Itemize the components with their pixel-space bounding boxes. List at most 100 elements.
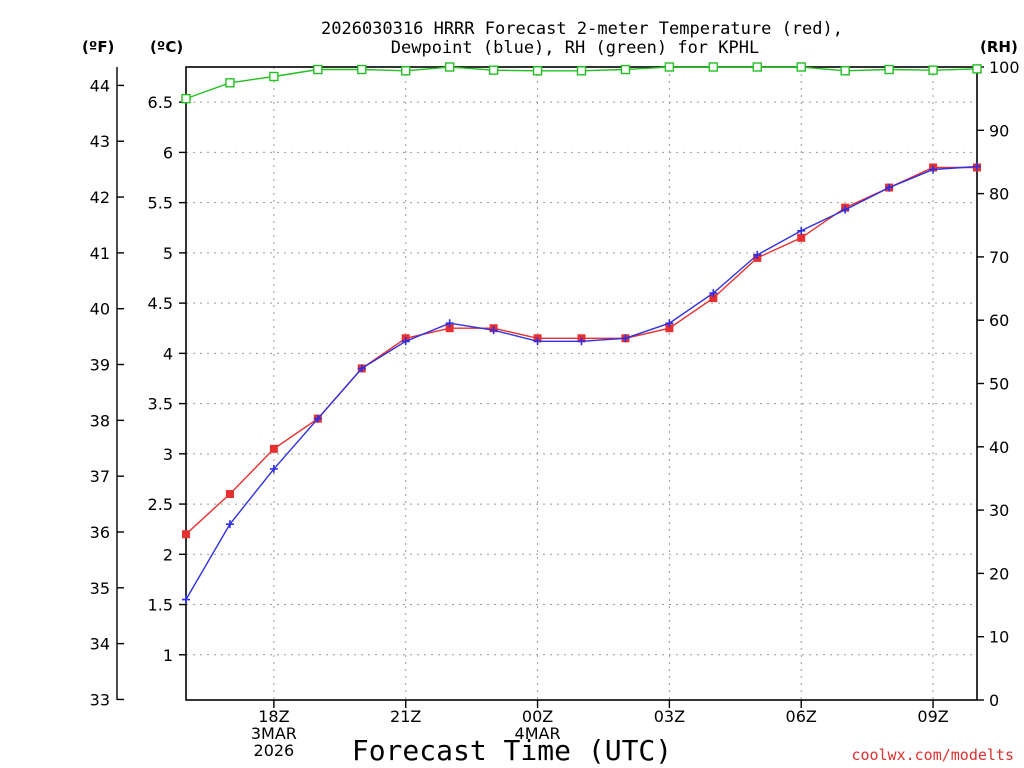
rh-point xyxy=(313,64,323,75)
chart-title-line1: 2026030316 HRRR Forecast 2-meter Tempera… xyxy=(321,19,843,39)
celsius-tick-label: 1 xyxy=(163,646,173,665)
x-tick-label: 09Z xyxy=(917,707,948,726)
dewpoint-point xyxy=(665,319,674,328)
rh-point xyxy=(269,71,279,82)
dewpoint-point xyxy=(577,337,586,346)
x-tick-label: 2026 xyxy=(254,741,295,760)
rh-tick-label: 80 xyxy=(989,185,1009,204)
dewpoint-point xyxy=(489,326,498,335)
dewpoint-point xyxy=(182,595,190,604)
rh-tick-label: 70 xyxy=(989,248,1009,267)
dewpoint-point xyxy=(445,319,454,328)
axes: 1 1.5 2 2.5 3 3.5 4 4.5 5 5.5 6 6.5 33 34 35 36 37 38 39 40… xyxy=(90,58,1020,760)
temperature-line xyxy=(185,166,977,535)
celsius-tick-label: 4.5 xyxy=(148,294,173,313)
rh-point xyxy=(181,93,191,104)
rh-point xyxy=(488,65,499,75)
rh-tick-label: 40 xyxy=(989,438,1009,457)
fahrenheit-tick-label: 39 xyxy=(90,356,110,375)
plot-frame xyxy=(185,66,978,701)
rh-point xyxy=(752,62,762,72)
rh-point xyxy=(708,62,719,72)
celsius-unit-label: (ºC) xyxy=(150,38,183,56)
fahrenheit-tick-label: 42 xyxy=(90,188,110,207)
dewpoint-point xyxy=(841,205,850,214)
fahrenheit-tick-label: 34 xyxy=(90,635,110,654)
fahrenheit-tick-label: 40 xyxy=(90,300,110,319)
data-series xyxy=(181,62,982,604)
celsius-tick-label: 6 xyxy=(163,143,173,162)
dewpoint-line xyxy=(185,165,978,600)
dewpoint-point xyxy=(709,289,718,298)
dewpoint-point xyxy=(313,414,322,423)
rh-tick-label: 20 xyxy=(989,564,1009,583)
rh-point xyxy=(444,62,455,72)
rh-point xyxy=(401,66,411,76)
x-tick-label: 18Z xyxy=(258,707,289,726)
fahrenheit-tick-label: 35 xyxy=(90,579,110,598)
fahrenheit-tick-label: 41 xyxy=(90,244,110,263)
x-tick-label: 06Z xyxy=(786,707,817,726)
rh-point xyxy=(840,66,850,76)
rh-point xyxy=(796,62,806,72)
fahrenheit-tick-label: 37 xyxy=(90,467,110,486)
rh-tick-label: 0 xyxy=(989,691,999,710)
rh-tick-label: 30 xyxy=(989,501,1009,520)
celsius-tick-label: 1.5 xyxy=(148,596,173,615)
gridlines xyxy=(186,67,977,700)
x-tick-label: 4MAR xyxy=(515,724,561,743)
rh-tick-label: 90 xyxy=(989,121,1009,140)
x-tick-label: 21Z xyxy=(390,707,421,726)
rh-unit-label: (RH) xyxy=(980,38,1018,56)
dewpoint-point xyxy=(973,162,981,171)
dewpoint-point xyxy=(797,226,806,235)
celsius-tick-label: 2.5 xyxy=(148,495,173,514)
temperature-point xyxy=(665,324,674,333)
celsius-tick-label: 3 xyxy=(163,445,173,464)
chart-title-line2: Dewpoint (blue), RH (green) for KPHL xyxy=(391,38,759,58)
rh-point xyxy=(225,78,235,88)
temperature-point xyxy=(269,444,278,453)
celsius-tick-label: 3.5 xyxy=(148,395,173,414)
celsius-tick-label: 2 xyxy=(163,545,173,564)
dewpoint-point xyxy=(401,337,410,346)
x-tick-label: 03Z xyxy=(654,707,685,726)
x-axis-label: Forecast Time (UTC) xyxy=(352,734,672,767)
temperature-point xyxy=(182,530,190,539)
dewpoint-point xyxy=(929,165,938,174)
x-tick-label: 00Z xyxy=(522,707,553,726)
fahrenheit-tick-label: 36 xyxy=(90,523,110,542)
temperature-point xyxy=(797,233,806,242)
rh-point xyxy=(972,64,982,74)
rh-point xyxy=(928,65,938,75)
rh-point xyxy=(664,62,675,72)
dewpoint-point xyxy=(621,334,630,343)
dewpoint-point xyxy=(269,464,278,473)
celsius-tick-label: 5 xyxy=(163,244,173,263)
dewpoint-point xyxy=(357,364,366,373)
fahrenheit-tick-label: 44 xyxy=(90,76,110,95)
temperature-point xyxy=(445,324,454,333)
temperature-point xyxy=(225,490,234,499)
rh-point xyxy=(576,66,587,76)
rh-point xyxy=(884,64,894,75)
rh-tick-label: 100 xyxy=(989,58,1020,77)
fahrenheit-unit-label: (ºF) xyxy=(82,38,114,56)
celsius-tick-label: 6.5 xyxy=(148,93,173,112)
rh-point xyxy=(620,64,631,75)
rh-tick-label: 60 xyxy=(989,311,1009,330)
celsius-tick-label: 4 xyxy=(163,344,173,363)
dewpoint-point xyxy=(753,250,762,259)
celsius-tick-label: 5.5 xyxy=(148,194,173,213)
rh-tick-label: 10 xyxy=(989,628,1009,647)
fahrenheit-tick-label: 38 xyxy=(90,411,110,430)
dewpoint-point xyxy=(225,520,234,529)
dewpoint-point xyxy=(533,337,542,346)
rh-point xyxy=(532,66,543,76)
rh-point xyxy=(357,64,367,75)
dewpoint-point xyxy=(885,183,894,192)
rh-tick-label: 50 xyxy=(989,375,1009,394)
x-tick-label: 3MAR xyxy=(251,724,297,743)
fahrenheit-tick-label: 43 xyxy=(90,132,110,151)
